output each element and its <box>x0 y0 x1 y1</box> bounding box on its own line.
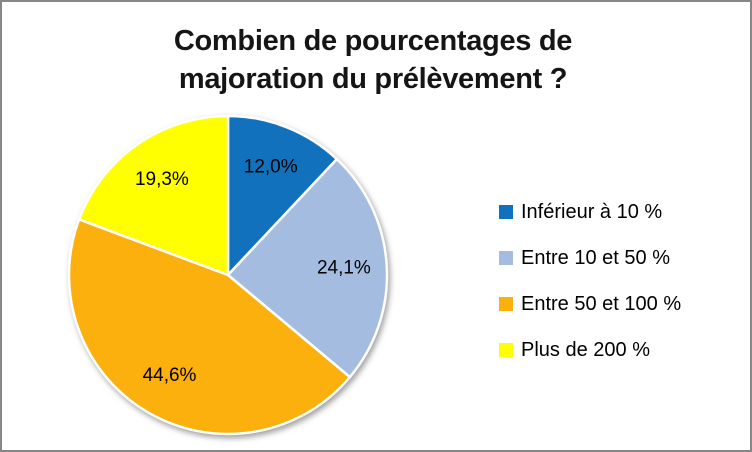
legend-item-4: Plus de 200 % <box>499 339 681 361</box>
pie-slices-group <box>67 114 389 436</box>
pie-slice-3 <box>67 218 352 436</box>
chart-title-line-1: Combien de pourcentages de <box>173 25 573 57</box>
pie-slice-value-label: 24,1% <box>317 258 371 279</box>
pie-slice-value-label: 44,6% <box>143 365 197 386</box>
legend-swatch-icon <box>499 343 513 357</box>
pie-slice-2 <box>226 157 389 379</box>
legend-label: Plus de 200 % <box>521 339 650 361</box>
legend-label: Entre 50 et 100 % <box>521 293 682 315</box>
legend-swatch-icon <box>499 205 513 219</box>
legend-item-1: Inférieur à 10 % <box>499 201 681 223</box>
legend-swatch-icon <box>499 251 513 265</box>
legend-label: Inférieur à 10 % <box>521 201 663 223</box>
legend-item-3: Entre 50 et 100 % <box>499 293 681 315</box>
pie-labels-group: 12,0% 24,1% 44,6% 19,3% <box>135 157 371 386</box>
legend: Inférieur à 10 % Entre 10 et 50 % Entre 50… <box>499 201 681 361</box>
legend-swatch-icon <box>499 297 513 311</box>
pie-slice-value-label: 12,0% <box>244 157 298 178</box>
chart-title: Combien de pourcentages de majoration du… <box>2 22 744 98</box>
pie-slice-1 <box>226 114 339 277</box>
chart-title-line-2: majoration du prélèvement ? <box>178 63 568 95</box>
legend-label: Entre 10 et 50 % <box>521 247 670 269</box>
pie-slice-4 <box>77 114 230 277</box>
pie-slice-value-label: 19,3% <box>135 169 189 190</box>
legend-item-2: Entre 10 et 50 % <box>499 247 681 269</box>
